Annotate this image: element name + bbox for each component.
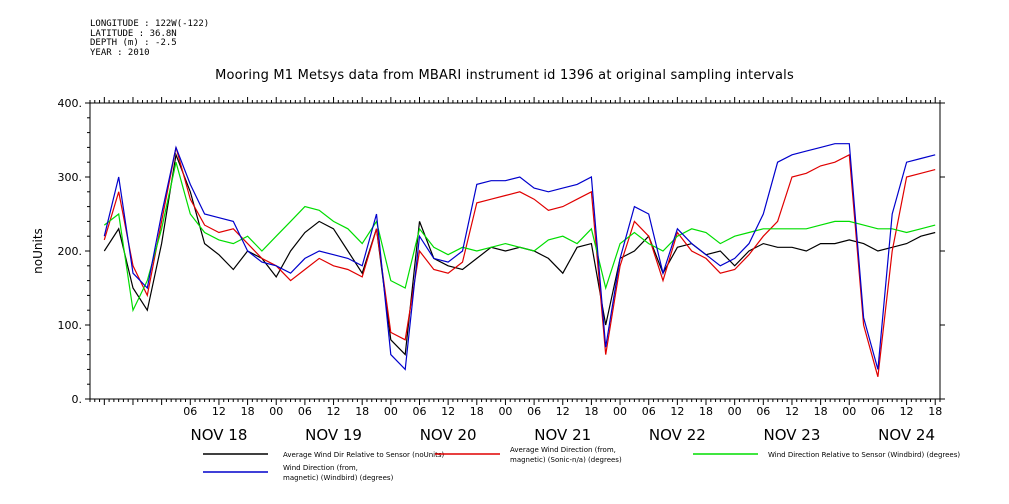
x-tick-label: 18 — [241, 405, 255, 418]
series-line-4 — [103, 143, 936, 371]
x-day-label: NOV 20 — [420, 426, 477, 444]
x-tick-label: 06 — [871, 405, 885, 418]
x-tick-label: 00 — [269, 405, 283, 418]
y-tick-label: 400. — [58, 97, 83, 110]
series-line-3 — [103, 162, 936, 313]
year-text: YEAR : 2010 — [90, 47, 150, 58]
x-day-label: NOV 23 — [764, 426, 821, 444]
x-day-label: NOV 19 — [305, 426, 362, 444]
latitude-text: LATITUDE : 36.8N — [90, 28, 177, 39]
legend-label-4: Wind Direction (from, — [283, 464, 358, 472]
x-tick-label: 18 — [699, 405, 713, 418]
x-tick-label: 00 — [728, 405, 742, 418]
x-tick-label: 12 — [441, 405, 455, 418]
legend-label-4: magnetic) (Windbird) (degrees) — [283, 474, 394, 482]
y-tick-label: 100. — [58, 319, 83, 332]
x-tick-label: 18 — [814, 405, 828, 418]
x-tick-label: 06 — [412, 405, 426, 418]
series-line-1 — [103, 152, 936, 356]
y-axis-label: noUnits — [31, 228, 45, 274]
x-tick-label: 06 — [527, 405, 541, 418]
x-tick-label: 18 — [584, 405, 598, 418]
y-tick-label: 300. — [58, 171, 83, 184]
metadata-block: LONGITUDE : 122W(-122) LATITUDE : 36.8N … — [90, 19, 210, 58]
x-tick-label: 00 — [613, 405, 627, 418]
x-tick-label: 06 — [298, 405, 312, 418]
series-line-2 — [103, 147, 936, 377]
x-tick-label: 18 — [928, 405, 942, 418]
legend-label-3: Wind Direction Relative to Sensor (Windb… — [768, 451, 960, 459]
x-tick-label: 12 — [785, 405, 799, 418]
longitude-text: LONGITUDE : 122W(-122) — [90, 19, 210, 29]
x-tick-label: 00 — [384, 405, 398, 418]
x-tick-label: 18 — [355, 405, 369, 418]
x-tick-label: 12 — [900, 405, 914, 418]
chart-title: Mooring M1 Metsys data from MBARI instru… — [215, 68, 794, 83]
legend-label-1: Average Wind Dir Relative to Sensor (noU… — [283, 451, 444, 459]
y-tick-label: 200. — [58, 245, 83, 258]
x-tick-label: 06 — [642, 405, 656, 418]
x-day-label: NOV 24 — [878, 426, 935, 444]
x-tick-label: 00 — [842, 405, 856, 418]
x-tick-label: 00 — [498, 405, 512, 418]
x-tick-label: 12 — [327, 405, 341, 418]
y-tick-label: 0. — [72, 393, 83, 406]
x-tick-label: 12 — [556, 405, 570, 418]
x-day-label: NOV 18 — [190, 426, 247, 444]
legend-label-2: magnetic) (Sonic-n/a) (degrees) — [510, 456, 622, 464]
x-tick-label: 12 — [212, 405, 226, 418]
x-tick-label: 06 — [756, 405, 770, 418]
x-day-label: NOV 22 — [649, 426, 706, 444]
x-tick-label: 18 — [470, 405, 484, 418]
x-tick-label: 12 — [670, 405, 684, 418]
x-day-label: NOV 21 — [534, 426, 591, 444]
plot-frame — [89, 102, 941, 400]
x-tick-label: 06 — [183, 405, 197, 418]
legend-label-2: Average Wind Direction (from, — [510, 446, 616, 454]
depth-text: DEPTH (m) : -2.5 — [90, 38, 177, 48]
